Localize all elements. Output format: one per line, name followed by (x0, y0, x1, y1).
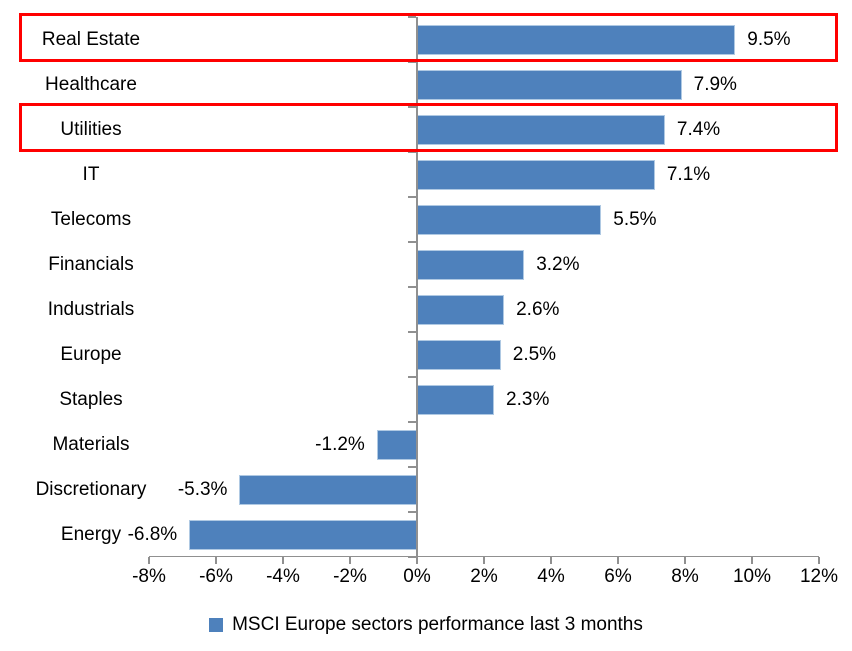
x-axis-tick-label: -2% (333, 566, 367, 587)
x-axis-tick-label: 12% (799, 566, 839, 587)
category-tick (408, 196, 416, 198)
legend: MSCI Europe sectors performance last 3 m… (0, 608, 852, 642)
x-axis-tick-label: -6% (199, 566, 233, 587)
category-axis-label: Europe (60, 344, 122, 365)
value-label: -6.8% (127, 524, 178, 545)
bar (189, 519, 417, 550)
value-label: -1.2% (315, 434, 365, 455)
x-axis-tick (684, 557, 686, 564)
x-axis-tick (148, 557, 150, 564)
category-tick (408, 61, 416, 63)
x-axis-tick (215, 557, 217, 564)
x-axis-tick (617, 557, 619, 564)
category-axis-label: Financials (48, 254, 134, 275)
category-tick (408, 286, 416, 288)
x-axis-tick-label: -8% (132, 566, 166, 587)
value-label: -5.3% (177, 479, 228, 500)
x-axis-tick (349, 557, 351, 564)
bar (376, 429, 417, 460)
bar (417, 24, 736, 55)
category-tick (408, 331, 416, 333)
category-axis-label: Discretionary (35, 479, 147, 500)
value-label: 3.2% (536, 254, 580, 275)
category-axis-label: Telecoms (50, 209, 132, 230)
x-axis-tick (550, 557, 552, 564)
x-axis-tick-label: 10% (732, 566, 772, 587)
highlight-box-utilities (19, 102, 838, 152)
bar (417, 69, 682, 100)
value-label: 5.5% (613, 209, 657, 230)
bar (417, 384, 495, 415)
category-tick (408, 151, 416, 153)
value-label: 2.6% (516, 299, 560, 320)
value-label: 9.5% (747, 29, 791, 50)
highlight-box-real-estate (19, 12, 838, 62)
category-tick (408, 466, 416, 468)
legend-label: MSCI Europe sectors performance last 3 m… (232, 614, 643, 635)
category-axis-label: Materials (52, 434, 130, 455)
bar (417, 339, 501, 370)
x-axis-tick-label: 8% (671, 566, 699, 587)
x-axis-tick-label: -4% (266, 566, 300, 587)
bar (417, 159, 655, 190)
bar (417, 294, 505, 325)
category-tick (408, 106, 416, 108)
x-axis-line (149, 555, 819, 557)
x-axis-tick-label: 6% (604, 566, 632, 587)
value-label: 7.4% (676, 119, 721, 140)
category-axis-label: Staples (59, 389, 123, 410)
x-axis-tick (818, 557, 820, 564)
category-axis-label: Utilities (60, 119, 122, 140)
category-tick (408, 16, 416, 18)
value-label: 7.1% (666, 164, 711, 185)
bar (417, 249, 525, 280)
category-tick (408, 511, 416, 513)
value-label: 2.5% (512, 344, 557, 365)
category-axis-label: Industrials (47, 299, 135, 320)
bar (239, 474, 417, 505)
category-axis-label: IT (82, 164, 100, 185)
bar (417, 114, 665, 145)
zero-axis-line (416, 17, 418, 557)
x-axis-tick (282, 557, 284, 564)
category-axis-label: Healthcare (45, 74, 137, 95)
x-axis-tick-label: 2% (470, 566, 498, 587)
category-tick (408, 376, 416, 378)
x-axis-tick (416, 557, 418, 564)
value-label: 7.9% (693, 74, 737, 95)
x-axis-tick (751, 557, 753, 564)
x-axis-tick-label: 0% (403, 566, 431, 587)
category-axis-label: Real Estate (41, 29, 141, 50)
category-axis-label: Energy (60, 524, 122, 545)
category-tick (408, 241, 416, 243)
category-tick (408, 421, 416, 423)
value-label: 2.3% (506, 389, 550, 410)
legend-swatch-icon (209, 618, 224, 632)
bar (417, 204, 602, 235)
x-axis-tick (483, 557, 485, 564)
x-axis-tick-label: 4% (537, 566, 565, 587)
